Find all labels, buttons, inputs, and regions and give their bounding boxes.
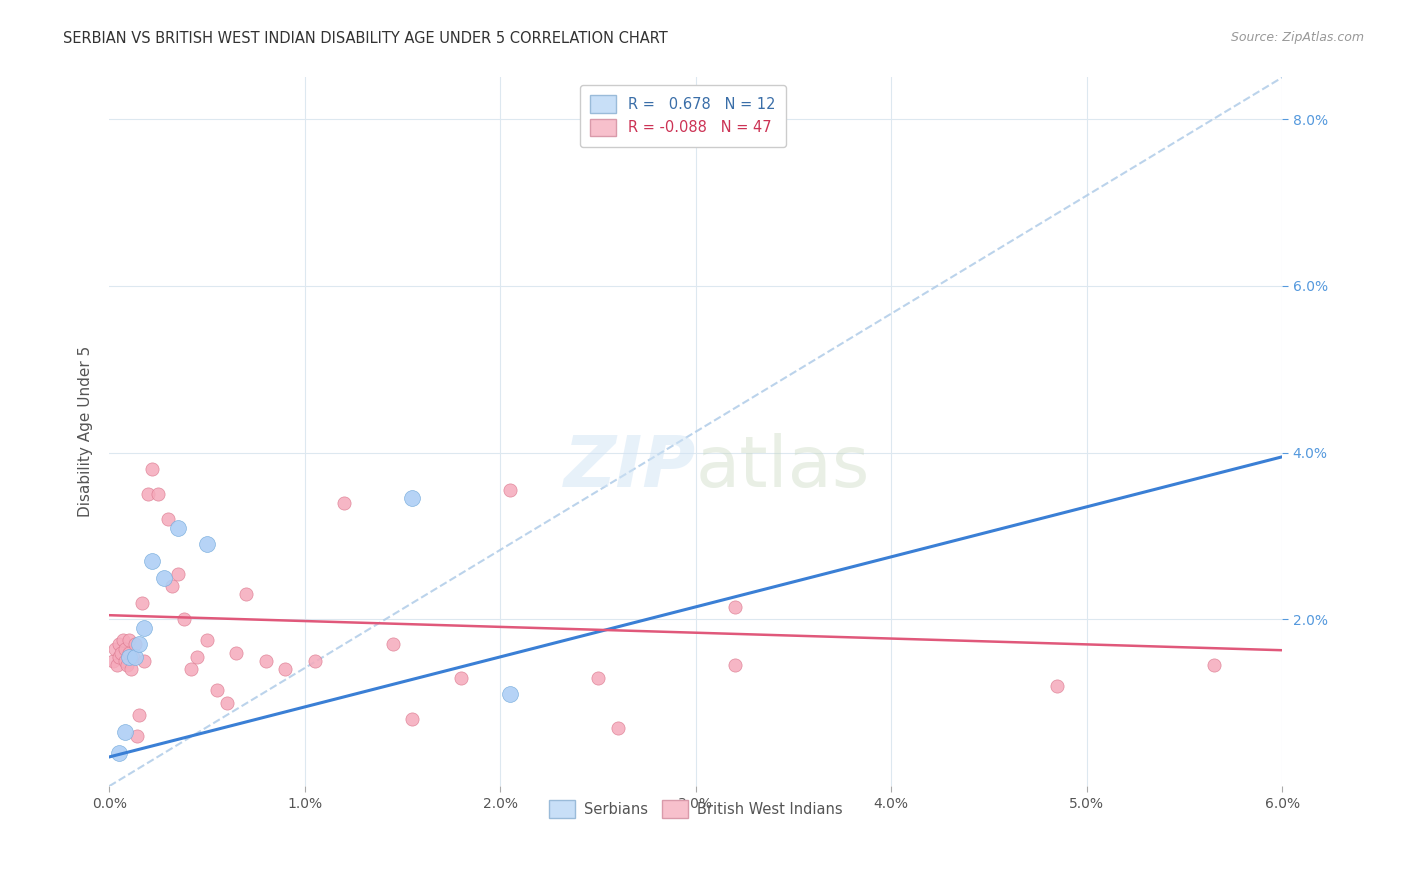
Point [724,658,747,673]
Point [166,521,188,535]
Point [114,654,136,668]
Point [114,725,136,739]
Point [180,662,202,676]
Point [141,462,163,476]
Point [111,633,134,648]
Point [333,496,356,510]
Point [156,512,179,526]
Point [134,621,156,635]
Point [110,646,132,660]
Point [195,537,218,551]
Point [160,579,183,593]
Point [205,683,228,698]
Point [105,658,128,673]
Point [146,487,169,501]
Point [186,649,208,664]
Point [134,654,156,668]
Point [124,649,146,664]
Point [401,713,423,727]
Point [274,662,297,676]
Point [1202,658,1225,673]
Point [118,633,141,648]
Point [586,671,609,685]
Point [166,566,188,581]
Point [450,671,472,685]
Point [115,658,138,673]
Point [131,596,153,610]
Point [606,721,628,735]
Legend: Serbians, British West Indians: Serbians, British West Indians [541,792,851,825]
Text: ZIP: ZIP [564,433,696,501]
Point [235,587,257,601]
Point [173,612,195,626]
Point [304,654,326,668]
Point [499,483,522,497]
Point [121,649,143,664]
Point [724,599,747,614]
Point [141,554,163,568]
Text: SERBIAN VS BRITISH WEST INDIAN DISABILITY AGE UNDER 5 CORRELATION CHART: SERBIAN VS BRITISH WEST INDIAN DISABILIT… [63,31,668,46]
Point [114,641,136,656]
Point [108,637,131,651]
Text: atlas: atlas [696,433,870,501]
Point [124,637,146,651]
Point [104,641,127,656]
Point [195,633,218,648]
Text: Source: ZipAtlas.com: Source: ZipAtlas.com [1230,31,1364,45]
Point [108,649,131,664]
Point [118,646,141,660]
Point [215,696,238,710]
Point [120,662,142,676]
Point [254,654,277,668]
Y-axis label: Disability Age Under 5: Disability Age Under 5 [79,346,93,517]
Point [108,746,131,760]
Point [118,649,141,664]
Point [153,571,176,585]
Point [125,729,148,743]
Point [138,487,160,501]
Point [128,637,150,651]
Point [101,654,124,668]
Point [128,708,150,723]
Point [401,491,423,506]
Point [225,646,247,660]
Point [499,687,522,701]
Point [1046,679,1069,693]
Point [381,637,404,651]
